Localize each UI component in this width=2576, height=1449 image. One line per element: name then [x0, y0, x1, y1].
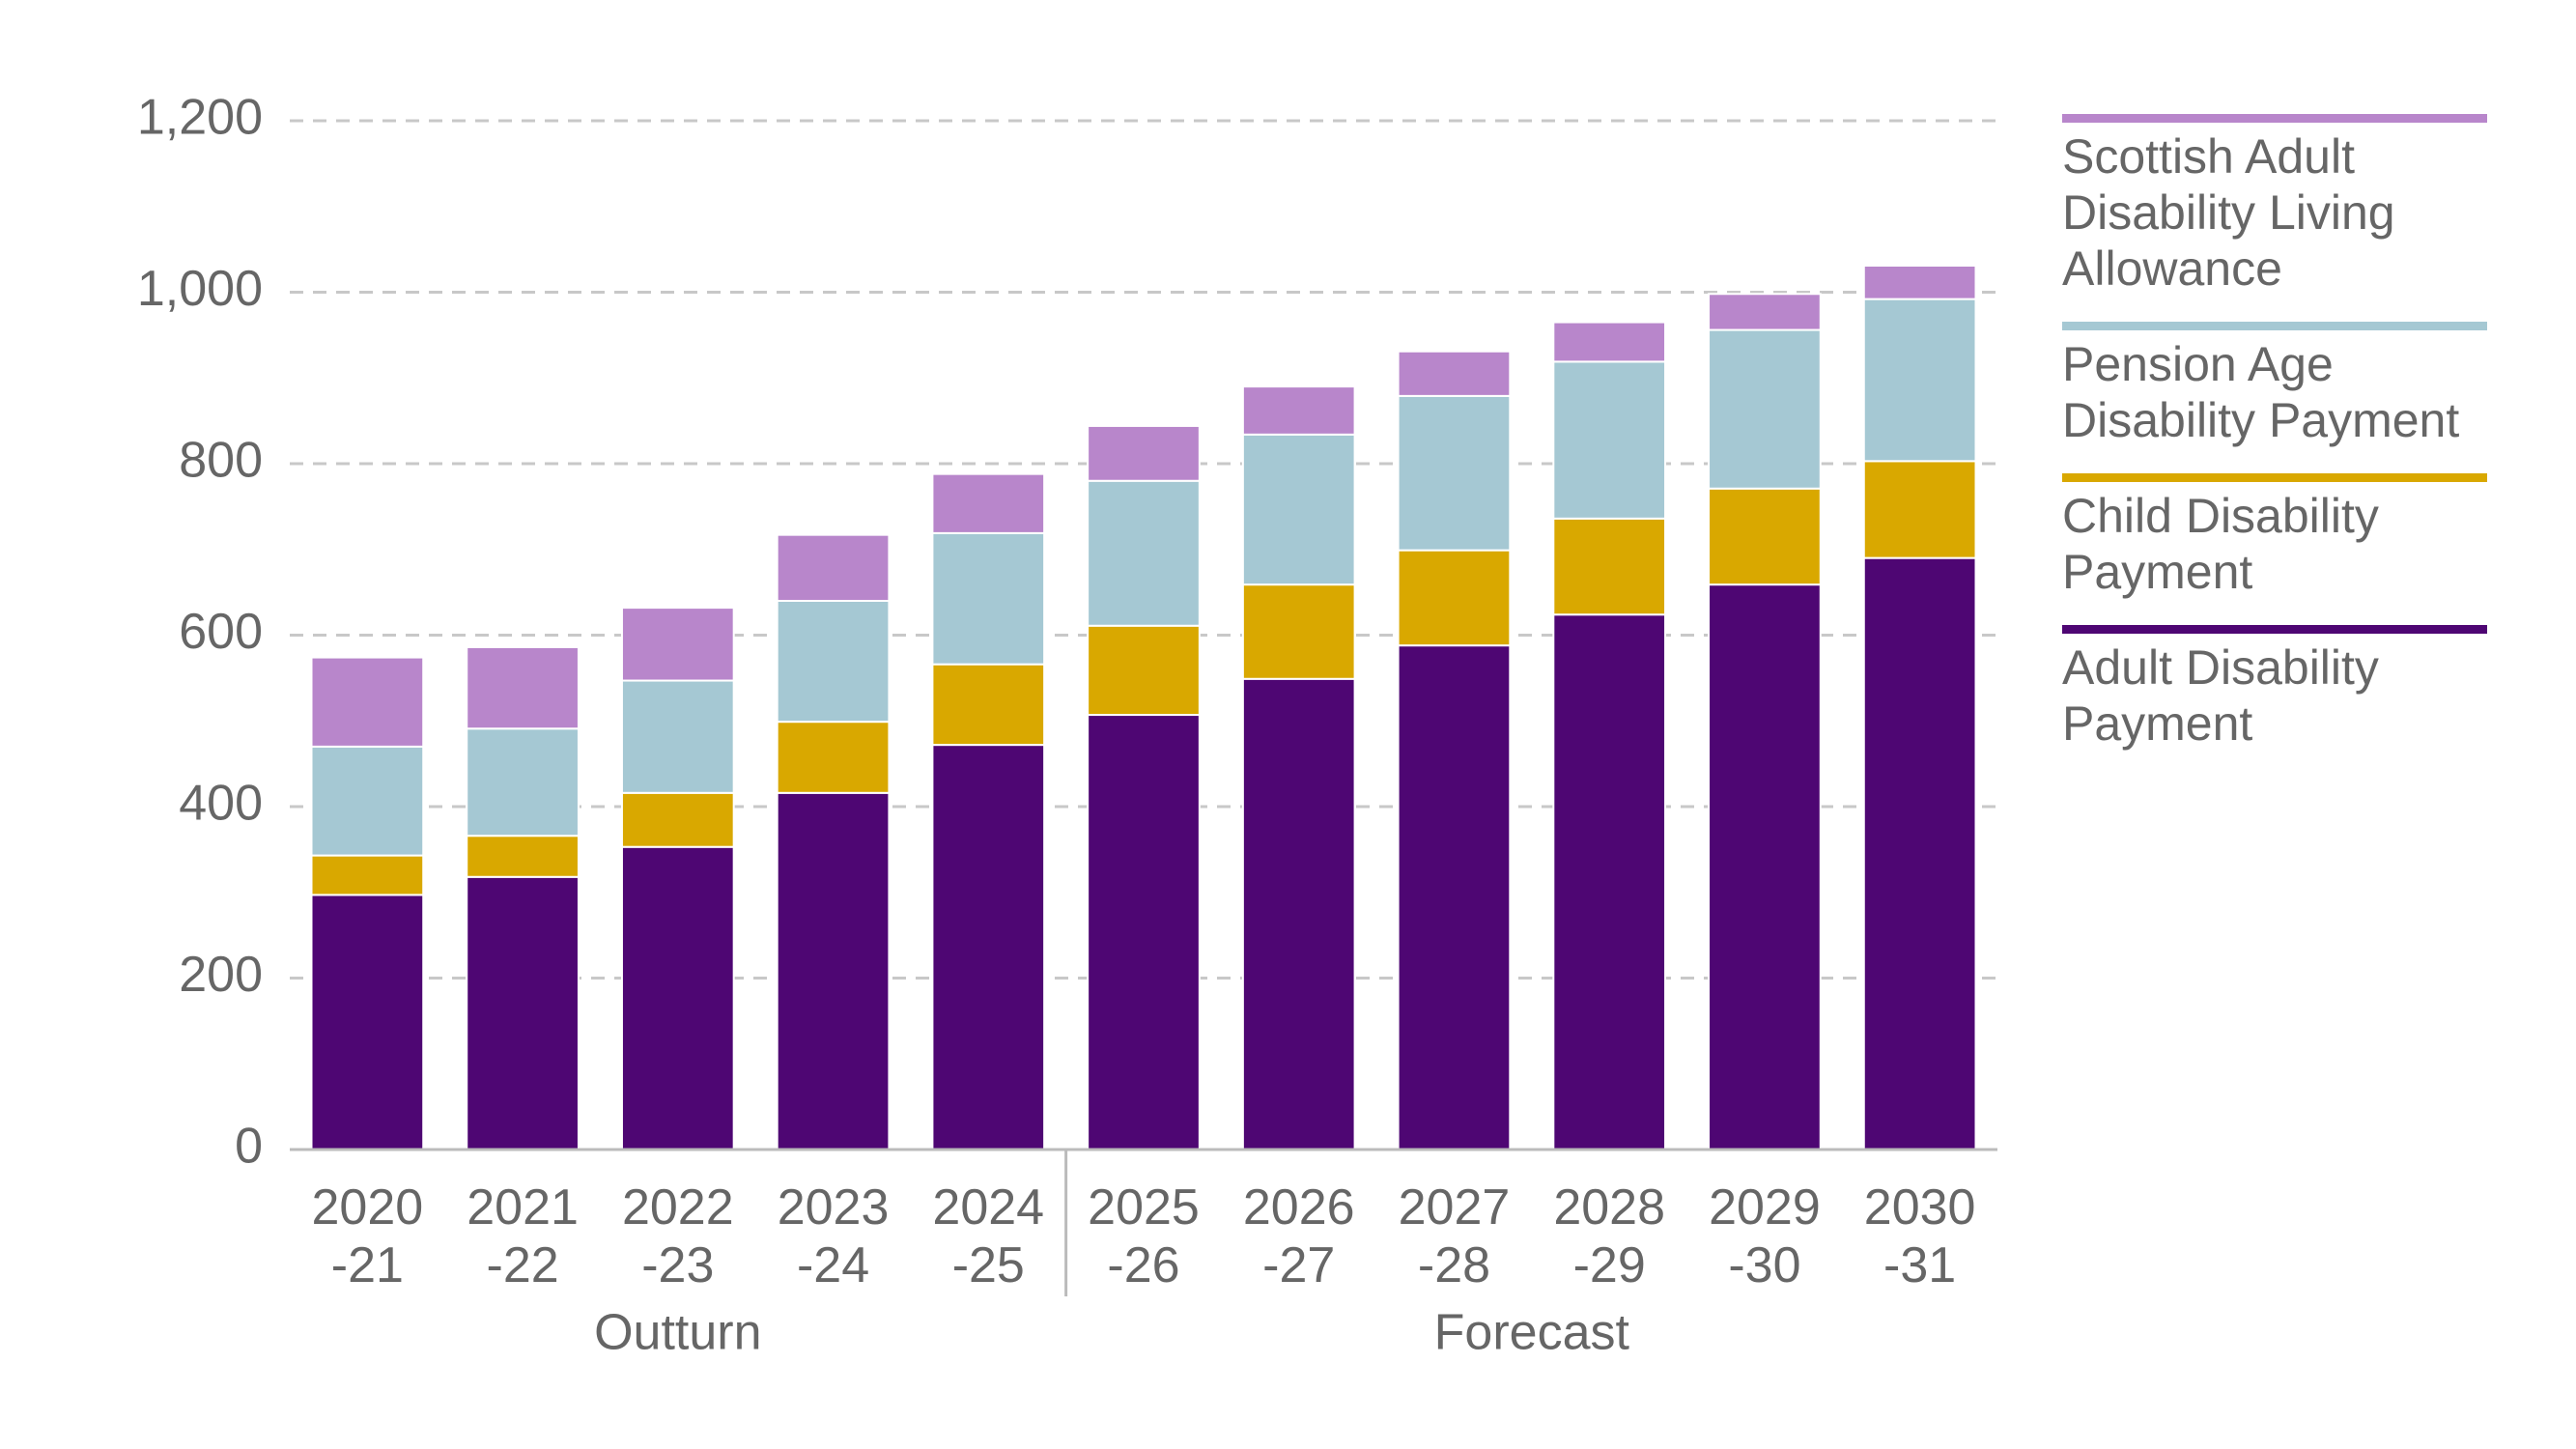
bar-segment — [466, 645, 580, 730]
bar-segment — [310, 854, 425, 896]
x-tick-label-line: -24 — [797, 1237, 869, 1293]
bar-segment — [776, 600, 891, 724]
x-tick-label: 2022 -23 — [622, 1179, 734, 1293]
x-tick-label-line: -23 — [641, 1237, 714, 1293]
x-tick-label: 2023 -24 — [778, 1179, 890, 1293]
x-tick-label-line: -21 — [331, 1237, 404, 1293]
bar-segment — [1862, 556, 1977, 1151]
bar-segment — [1552, 613, 1667, 1151]
x-tick-label-line: 2028 — [1553, 1179, 1665, 1236]
bar-segment — [1862, 264, 1977, 300]
bar-segment — [1241, 677, 1356, 1151]
bar-segment — [310, 656, 425, 748]
x-tick-label-line: -31 — [1883, 1237, 1956, 1293]
bar-segment — [1241, 385, 1356, 436]
bar-segment — [1397, 350, 1512, 397]
x-tick-label-line: -26 — [1107, 1237, 1179, 1293]
x-tick-label: 2026 -27 — [1243, 1179, 1355, 1293]
legend: Scottish Adult Disability Living Allowan… — [2062, 114, 2487, 752]
x-tick-label: 2020 -21 — [312, 1179, 424, 1293]
bar-segment — [310, 745, 425, 857]
y-tick-label: 0 — [235, 1119, 263, 1175]
bar-segment — [931, 663, 1046, 747]
bar-segment — [931, 472, 1046, 534]
bar-segment — [1087, 624, 1201, 717]
legend-item: Pension Age Disability Payment — [2062, 322, 2487, 448]
y-tick-label: 200 — [179, 947, 263, 1003]
x-tick-label-line: -29 — [1573, 1237, 1646, 1293]
bar-segment — [1708, 487, 1822, 586]
x-tick-label: 2030 -31 — [1864, 1179, 1976, 1293]
x-tick-label: 2028 -29 — [1553, 1179, 1665, 1293]
bar-segment — [620, 679, 735, 794]
bar-segment — [931, 744, 1046, 1151]
bar-segment — [1087, 714, 1201, 1151]
group-label: Forecast — [1434, 1305, 1630, 1361]
bar-segment — [1862, 298, 1977, 463]
x-tick-label-line: -25 — [952, 1237, 1025, 1293]
bar-segment — [776, 791, 891, 1151]
bar-segment — [1397, 394, 1512, 552]
x-tick-label: 2027 -28 — [1399, 1179, 1511, 1293]
x-tick-label-line: 2026 — [1243, 1179, 1355, 1236]
x-tick-label-line: 2020 — [312, 1179, 424, 1236]
legend-item: Scottish Adult Disability Living Allowan… — [2062, 114, 2487, 297]
x-tick-label-line: 2025 — [1088, 1179, 1200, 1236]
x-tick-label-line: -30 — [1728, 1237, 1800, 1293]
x-tick-label-line: 2027 — [1399, 1179, 1511, 1236]
x-tick-label-line: -22 — [487, 1237, 559, 1293]
x-tick-label: 2024 -25 — [932, 1179, 1044, 1293]
bar-segment — [310, 894, 425, 1151]
x-tick-label-line: 2030 — [1864, 1179, 1976, 1236]
bar-segment — [776, 533, 891, 602]
x-tick-label-line: 2022 — [622, 1179, 734, 1236]
bar-segment — [1552, 321, 1667, 363]
y-tick-label: 1,200 — [137, 90, 263, 146]
legend-item: Child Disability Payment — [2062, 473, 2487, 600]
bar-segment — [1708, 583, 1822, 1151]
bar-segment — [1241, 583, 1356, 680]
bar-segment — [1241, 433, 1356, 586]
bar-segment — [776, 721, 891, 794]
bar-segment — [620, 845, 735, 1151]
x-tick-label-line: -28 — [1418, 1237, 1490, 1293]
bar-segment — [620, 607, 735, 682]
bar-segment — [466, 727, 580, 838]
bar-segment — [1397, 644, 1512, 1151]
y-tick-label: 600 — [179, 604, 263, 660]
group-label: Outturn — [594, 1305, 761, 1361]
x-tick-label-line: 2021 — [467, 1179, 579, 1236]
x-tick-label-line: 2029 — [1709, 1179, 1821, 1236]
x-tick-label-line: 2024 — [932, 1179, 1044, 1236]
x-tick-label-line: -27 — [1262, 1237, 1335, 1293]
bar-segment — [1397, 549, 1512, 647]
bar-segment — [931, 531, 1046, 666]
y-tick-label: 800 — [179, 433, 263, 489]
bar-segment — [1708, 293, 1822, 331]
y-tick-label: 1,000 — [137, 261, 263, 317]
bar-segment — [1552, 517, 1667, 616]
bar-segment — [1087, 424, 1201, 482]
bar-segment — [620, 791, 735, 848]
bar-segment — [1552, 360, 1667, 520]
bar-segment — [466, 835, 580, 878]
x-tick-label: 2021 -22 — [467, 1179, 579, 1293]
bar-segment — [1862, 460, 1977, 559]
bar-segment — [466, 875, 580, 1151]
bar-segment — [1087, 479, 1201, 627]
bar-segment — [1708, 328, 1822, 490]
legend-item: Adult Disability Payment — [2062, 625, 2487, 752]
x-tick-label: 2029 -30 — [1709, 1179, 1821, 1293]
x-tick-label: 2025 -26 — [1088, 1179, 1200, 1293]
y-tick-label: 400 — [179, 776, 263, 832]
x-tick-label-line: 2023 — [778, 1179, 890, 1236]
